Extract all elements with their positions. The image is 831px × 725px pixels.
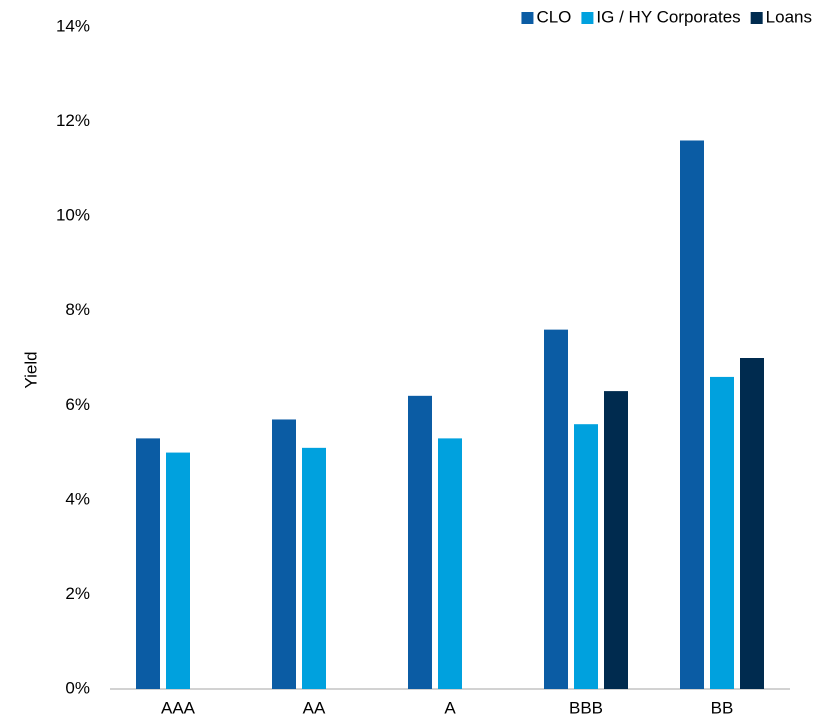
bar <box>408 395 432 689</box>
x-tick-label: BBB <box>569 698 603 717</box>
bar <box>544 329 568 689</box>
x-tick-label: A <box>444 698 456 717</box>
y-tick-label: 14% <box>56 16 90 35</box>
bar <box>166 452 190 689</box>
legend-swatch <box>521 12 534 24</box>
x-tick-label: AAA <box>161 698 196 717</box>
bar <box>136 438 160 689</box>
bar <box>438 438 462 689</box>
legend-label: CLO <box>536 7 571 26</box>
legend-label: Loans <box>766 7 812 26</box>
y-tick-label: 8% <box>65 300 90 319</box>
y-tick-label: 10% <box>56 206 90 225</box>
y-tick-label: 0% <box>65 678 90 697</box>
y-tick-label: 4% <box>65 489 90 508</box>
bar <box>710 376 734 689</box>
bar <box>740 358 764 689</box>
bar <box>680 140 704 689</box>
x-tick-label: BB <box>711 698 734 717</box>
legend-swatch <box>581 12 594 24</box>
x-tick-label: AA <box>303 698 326 717</box>
y-axis-label: Yield <box>21 351 40 388</box>
y-tick-label: 2% <box>65 584 90 603</box>
bar <box>574 424 598 689</box>
bar <box>302 447 326 689</box>
bar <box>604 391 628 689</box>
y-tick-label: 6% <box>65 395 90 414</box>
bar <box>272 419 296 689</box>
legend-label: IG / HY Corporates <box>596 7 740 26</box>
y-tick-label: 12% <box>56 111 90 130</box>
legend-swatch <box>750 12 763 24</box>
